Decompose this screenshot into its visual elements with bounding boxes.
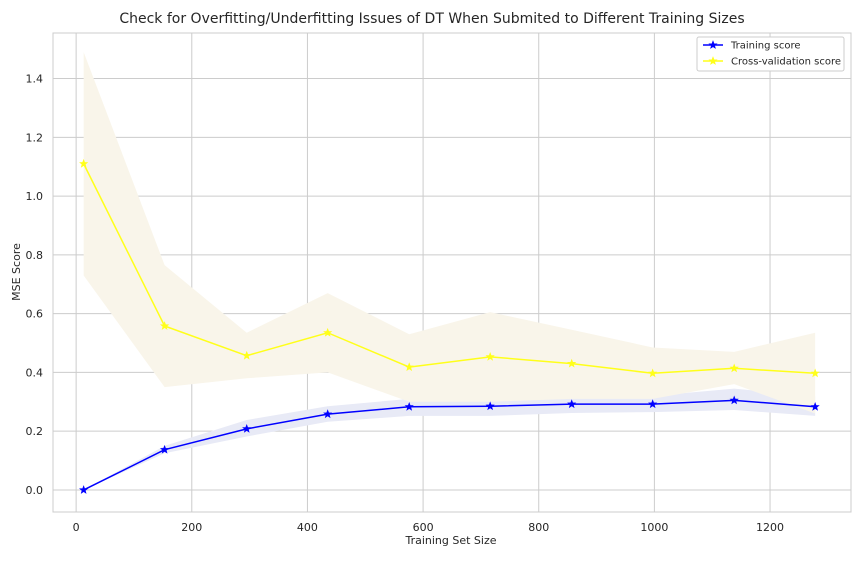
y-tick-label: 0.6	[26, 308, 44, 321]
cross-validation-score-point	[810, 368, 820, 378]
cross-validation-score-point	[323, 327, 333, 337]
series-lines	[82, 163, 816, 491]
x-tick-label: 1200	[756, 521, 784, 534]
training-score-point	[810, 401, 820, 411]
y-tick-label: 1.2	[26, 131, 44, 144]
training-score-point	[242, 423, 252, 433]
cross-validation-score-point	[485, 351, 495, 361]
cross-validation-score-point	[729, 363, 739, 373]
plot-frame	[52, 32, 852, 513]
x-tick-label: 0	[73, 521, 80, 534]
y-tick-label: 0.0	[26, 484, 44, 497]
x-tick-label: 600	[413, 521, 434, 534]
x-tick-label: 400	[297, 521, 318, 534]
training-score-point	[159, 444, 170, 454]
plot-area	[53, 33, 851, 512]
cross-validation-score-line	[82, 163, 816, 375]
y-tick-label: 0.2	[26, 425, 44, 438]
legend-box	[696, 36, 845, 72]
training-score-point	[323, 409, 333, 419]
y-tick-label: 1.4	[26, 73, 44, 86]
cross-validation-score-point	[404, 362, 414, 372]
chart-title: Check for Overfitting/Underfitting Issue…	[119, 11, 744, 27]
legend-cross-validation-marker	[708, 56, 718, 65]
cross-validation-score-point	[79, 158, 89, 168]
x-axis-title: Training Set Size	[404, 534, 496, 547]
legend-training-marker	[708, 40, 718, 49]
training-score-point	[485, 401, 495, 411]
legend-cross-validation-label: Cross-validation score	[731, 57, 841, 68]
cross-validation-score-point	[648, 368, 658, 378]
x-tick-label: 200	[181, 521, 202, 534]
y-axis-title: MSE Score	[10, 243, 23, 301]
confidence-bands	[83, 52, 816, 490]
training-score-point	[79, 485, 89, 494]
y-tick-label: 0.8	[26, 249, 44, 262]
cross-validation-score-band	[83, 52, 816, 414]
cross-validation-score-point	[242, 350, 252, 360]
cross-validation-score-point	[567, 358, 577, 368]
training-score-band	[83, 388, 816, 490]
x-tick-label: 800	[528, 521, 549, 534]
training-score-line	[83, 399, 816, 491]
training-score-point	[729, 395, 739, 405]
legend: Training score Cross-validation score	[696, 36, 845, 72]
training-score-point	[404, 401, 414, 411]
cross-validation-score-point	[159, 321, 170, 330]
y-tick-label: 1.0	[26, 190, 44, 203]
legend-training-label: Training score	[730, 41, 801, 52]
grid	[53, 33, 851, 512]
y-tick-labels: 0.0 0.2 0.4 0.6 0.8 1.0 1.2 1.4	[26, 73, 44, 497]
series-markers	[79, 158, 820, 494]
training-score-point	[648, 399, 658, 409]
x-tick-labels: 0 200 400 600 800 1000 1200	[73, 521, 784, 534]
training-score-point	[567, 399, 577, 409]
y-tick-label: 0.4	[26, 366, 44, 379]
x-tick-label: 1000	[640, 521, 668, 534]
